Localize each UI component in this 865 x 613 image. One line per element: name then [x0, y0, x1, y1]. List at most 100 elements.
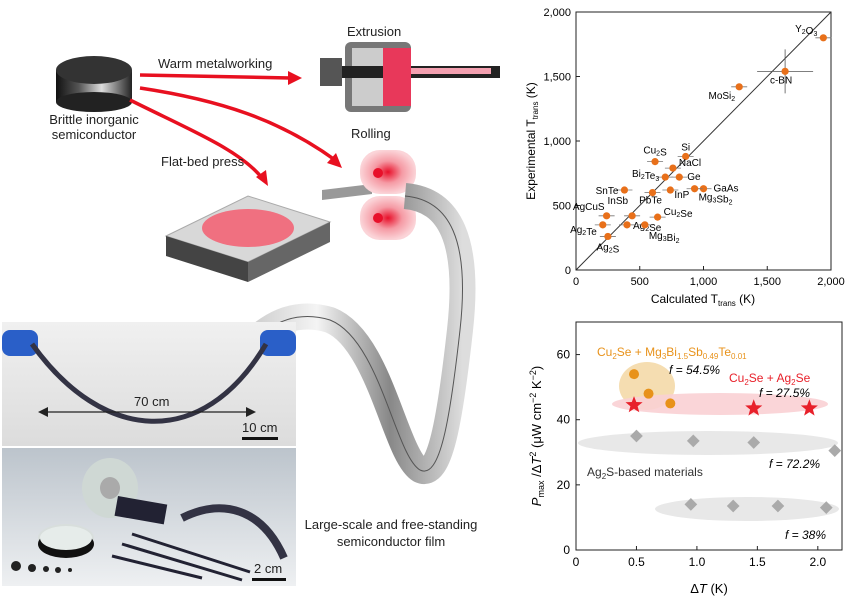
data-point — [641, 221, 649, 229]
y-tick-label: 2,000 — [543, 7, 571, 19]
legend-cu2se-ag2se: Cu2Se + Ag2Se — [729, 371, 811, 387]
chart1-diagonal — [575, 11, 832, 271]
film-rolls-drawing — [11, 458, 288, 582]
f-label-72: f = 72.2% — [769, 457, 820, 471]
circle-marker — [643, 388, 654, 399]
film-caption-line2: semiconductor film — [336, 534, 446, 549]
data-point — [699, 185, 708, 193]
point-label: InP — [674, 190, 689, 201]
x-tick-label: 1,000 — [690, 276, 718, 288]
f-label-54: f = 54.5% — [669, 363, 720, 377]
band-cu2se-ag2se — [612, 393, 828, 415]
point-label: Cu2Se — [664, 207, 693, 220]
point-label: MoSi2 — [708, 91, 735, 103]
data-point — [628, 212, 636, 220]
diamond-marker — [828, 444, 842, 458]
data-point — [682, 152, 690, 161]
point-label: InSb — [608, 196, 629, 207]
point-label: Mg3Bi2 — [649, 231, 680, 245]
point-label: NaCl — [679, 158, 701, 169]
data-point — [648, 189, 657, 197]
semiconductor-disk — [56, 56, 132, 112]
y-tick-label: 1,000 — [543, 136, 571, 148]
extrusion-die — [320, 42, 500, 112]
x-tick-label: 0 — [573, 555, 580, 569]
point-label: Ge — [687, 172, 701, 183]
data-point — [735, 83, 743, 91]
band-ag2s-38 — [655, 497, 839, 521]
point-label: Ag2Te — [570, 225, 597, 238]
warm-metalworking-label: Warm metalworking — [158, 56, 273, 71]
diamond-marker — [771, 499, 785, 513]
legend-ag2s: Ag2S-based materials — [587, 465, 703, 481]
extrusion-label: Extrusion — [347, 24, 402, 39]
data-point — [654, 213, 662, 221]
x-tick-label: 1.5 — [749, 555, 766, 569]
point-label: Ag2Se — [633, 221, 662, 234]
pmax-scatter-chart: 0 0.5 1.0 1.5 2.0 0 20 40 60 Cu2Se + Mg3Bi1.5Sb0… — [528, 321, 843, 596]
y-tick-label: 500 — [553, 201, 571, 213]
point-label: Ag2S — [596, 242, 619, 255]
chart2-xlabel: ΔT (K) — [690, 581, 728, 596]
data-point — [604, 232, 612, 241]
data-point — [603, 212, 611, 220]
point-label: c-BN — [770, 75, 792, 86]
point-label: Mg3Sb2 — [699, 193, 733, 207]
point-label: Cu2S — [643, 146, 667, 159]
source-label-line2: semiconductor — [51, 127, 137, 142]
point-label: AgCuS — [573, 202, 605, 213]
point-label: Bi2Te3 — [632, 169, 659, 183]
x-tick-label: 1,500 — [753, 276, 781, 288]
chart1-xlabel: Calculated Ttrans (K) — [651, 292, 755, 308]
diamond-marker — [747, 436, 761, 449]
point-label: PbTe — [639, 196, 662, 207]
y-tick-label: 60 — [557, 348, 571, 362]
stretched-film-drawing — [2, 330, 296, 440]
y-tick-label: 20 — [557, 478, 571, 492]
data-point — [623, 221, 631, 229]
chart1-ylabel: Experimental Ttrans (K) — [524, 82, 540, 200]
diamond-marker — [684, 498, 698, 511]
star-marker — [745, 399, 763, 416]
f-label-27: f = 27.5% — [759, 386, 810, 400]
chart2-frame — [575, 321, 843, 551]
y-tick-label: 40 — [557, 413, 571, 427]
x-tick-label: 0 — [573, 276, 579, 288]
y-tick-label: 0 — [563, 543, 570, 557]
point-label: GaAs — [714, 184, 739, 195]
scale-bar-10cm: 10 cm — [242, 420, 278, 435]
data-point — [690, 185, 699, 193]
schematic-illustration — [56, 42, 500, 484]
data-point — [620, 186, 629, 194]
source-label-line1: Brittle inorganic — [49, 112, 139, 127]
flatbed-label: Flat-bed press — [161, 154, 245, 169]
rolling-mill — [322, 150, 416, 240]
star-marker — [800, 399, 818, 416]
x-tick-label: 2.0 — [809, 555, 826, 569]
process-arrows — [129, 73, 337, 180]
highlight-bands — [578, 362, 839, 521]
point-label: Y2O3 — [795, 24, 817, 38]
data-point — [781, 67, 789, 75]
scale-bar-2cm: 2 cm — [254, 561, 283, 576]
film-photo-bottom: 2 cm — [2, 448, 296, 586]
y-tick-label: 0 — [565, 265, 571, 277]
data-point — [651, 158, 659, 166]
film-caption: Large-scale and free-standing semiconduc… — [296, 516, 486, 550]
length-label: 70 cm — [134, 394, 170, 409]
x-tick-label: 2,000 — [817, 276, 845, 288]
flatbed-press — [164, 195, 332, 282]
data-point — [675, 173, 683, 181]
point-label: SnTe — [596, 186, 619, 197]
film-caption-line1: Large-scale and free-standing — [304, 517, 478, 532]
x-tick-label: 500 — [631, 276, 649, 288]
legend-cu2se-mg3bi: Cu2Se + Mg3Bi1.5Sb0.49Te0.01 — [597, 345, 747, 361]
ttrans-scatter-chart: 00 500 500 1,000 1,000 1,500 1,500 2,000 2,000 Y… — [524, 7, 845, 308]
circle-marker — [629, 369, 640, 380]
star-marker — [625, 396, 643, 413]
data-point — [669, 164, 677, 172]
data-point — [819, 34, 827, 42]
data-point — [661, 173, 669, 181]
diamond-marker — [819, 501, 833, 515]
band-ag2s-72 — [578, 431, 838, 455]
